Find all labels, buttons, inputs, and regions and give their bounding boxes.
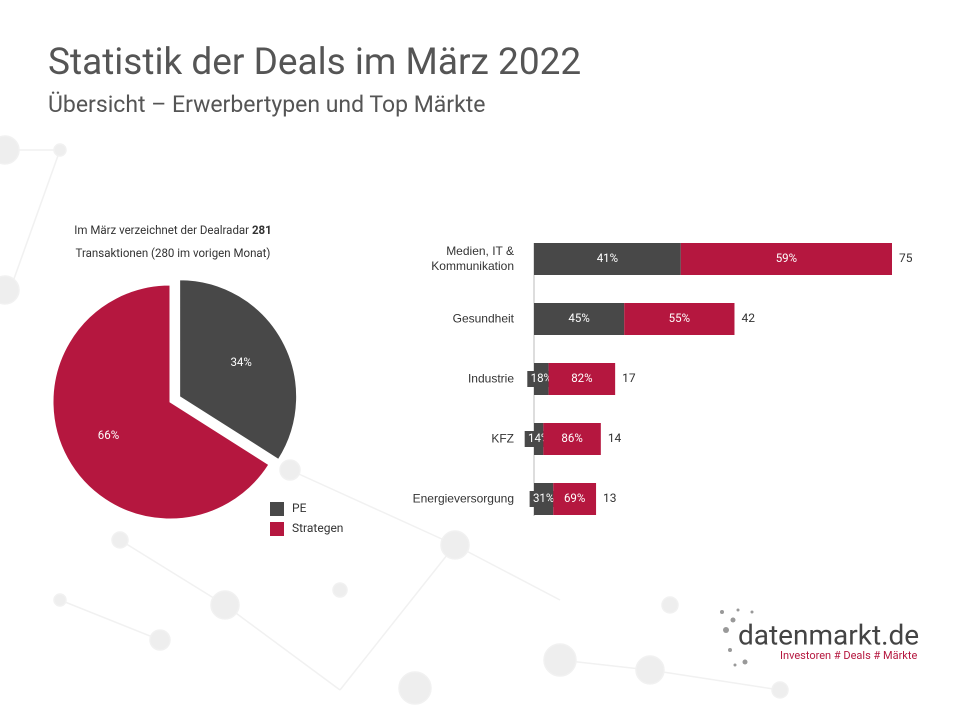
segment-label: 69% — [564, 491, 585, 505]
slice-label: 34% — [230, 355, 251, 369]
total-label: 13 — [603, 491, 617, 505]
category-label: Medien, IT & Kommunikation — [431, 244, 514, 273]
segment-label: 59% — [776, 251, 797, 265]
background-network — [0, 135, 789, 705]
pie-slice — [52, 284, 270, 520]
segment-label: 82% — [571, 371, 592, 385]
bar-segment — [543, 423, 601, 455]
category-label: Gesundheit — [452, 311, 514, 326]
total-label: 17 — [622, 371, 636, 385]
subtitle: Übersicht – Erwerbertypen und Top Märkte — [48, 90, 485, 118]
annotation-text: Im März verzeichnet der Dealradar — [74, 223, 249, 237]
logo-tagline: Investoren # Deals # Märkte — [780, 649, 917, 662]
legend-label: Strategen — [292, 521, 343, 535]
pie-slice — [179, 279, 298, 461]
segment-label: 45% — [568, 311, 589, 325]
annotation: Transaktionen (280 im vorigen Monat) — [76, 246, 271, 260]
annotation-highlight: 281 — [252, 223, 272, 237]
bar-segment — [680, 243, 892, 275]
total-label: 42 — [741, 311, 755, 325]
logo — [720, 608, 754, 667]
title: Statistik der Deals im März 2022 — [48, 41, 581, 84]
segment-label: 18% — [531, 371, 552, 385]
legend-swatch — [270, 522, 284, 536]
total-label: 75 — [899, 251, 913, 265]
total-label: 14 — [608, 431, 622, 445]
legend-swatch — [270, 502, 284, 516]
bar-segment — [548, 363, 616, 395]
segment-label: 31% — [533, 491, 554, 505]
segment-label: 55% — [669, 311, 690, 325]
category-label: Energieversorgung — [412, 491, 514, 506]
category-label: KFZ — [491, 431, 514, 446]
annotation: Im März verzeichnet der Dealradar 281 — [74, 223, 272, 237]
segment-label: 41% — [597, 251, 618, 265]
category-label: Industrie — [467, 371, 514, 386]
bar-segment — [624, 303, 735, 335]
legend-label: PE — [292, 501, 307, 515]
bar-segment — [534, 303, 625, 335]
slice-label: 66% — [98, 428, 119, 442]
logo-name: datenmarkt.de — [738, 618, 919, 651]
segment-label: 86% — [561, 431, 582, 445]
label-background — [527, 371, 556, 387]
bar-segment — [553, 483, 597, 515]
label-background — [529, 491, 558, 507]
bar-segment — [534, 243, 681, 275]
